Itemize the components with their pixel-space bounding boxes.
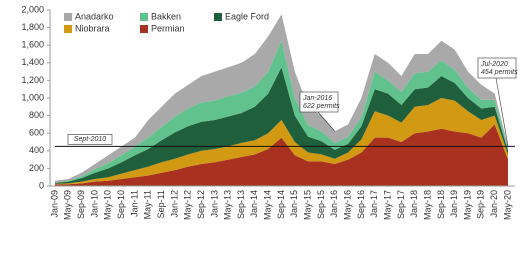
legend-label: Permian	[151, 23, 185, 33]
x-tick-label: Jan-17	[369, 190, 379, 218]
legend-swatch	[140, 13, 148, 21]
x-tick-label: Sep-19	[476, 190, 486, 219]
legend-swatch	[64, 25, 72, 33]
annotation: 622 permits	[303, 103, 340, 110]
x-tick-label: Jan-20	[489, 190, 499, 218]
annotation: Sept-2010	[74, 136, 106, 143]
y-tick-label: 200	[29, 163, 44, 173]
x-tick-label: May-11	[143, 190, 153, 219]
y-tick-label: 1,000	[21, 92, 44, 102]
x-tick-label: Jan-19	[449, 190, 459, 218]
x-tick-label: Sep-12	[196, 190, 206, 219]
x-tick-label: May-09	[63, 190, 73, 220]
x-tick-label: May-18	[422, 190, 432, 220]
x-tick-label: May-17	[382, 190, 392, 220]
x-tick-label: May-15	[303, 190, 313, 220]
x-tick-label: Sep-17	[396, 190, 406, 219]
area	[55, 98, 508, 185]
y-tick-label: 800	[29, 110, 44, 120]
annotation-leader	[495, 77, 509, 147]
x-tick-label: May-19	[462, 190, 472, 220]
x-tick-label: Jan-16	[329, 190, 339, 218]
annotation: 454 permits	[481, 69, 518, 76]
legend-label: Niobrara	[75, 23, 110, 33]
y-tick-label: 0	[39, 180, 44, 190]
x-tick-label: Jan-15	[289, 190, 299, 218]
legend-label: Bakken	[151, 11, 181, 21]
x-tick-label: Sep-14	[276, 190, 286, 219]
annotation-leader	[317, 111, 336, 132]
x-tick-label: May-16	[342, 190, 352, 220]
x-tick-label: May-10	[103, 190, 113, 220]
annotation-box	[477, 57, 517, 79]
annotation-box	[67, 134, 113, 145]
x-tick-label: Sep-10	[116, 190, 126, 219]
y-tick-label: 1,600	[21, 40, 44, 50]
x-tick-label: Sep-15	[316, 190, 326, 219]
annotation: Jan-2016	[302, 95, 332, 102]
area	[55, 40, 508, 183]
legend-label: Anadarko	[75, 11, 114, 21]
x-tick-label: Jan-10	[89, 190, 99, 218]
x-tick-label: Sep-13	[236, 190, 246, 219]
y-tick-label: 1,200	[21, 75, 44, 85]
area	[55, 67, 508, 184]
x-tick-label: Jan-14	[249, 190, 259, 218]
x-tick-label: Jan-09	[49, 190, 59, 218]
x-tick-label: May-12	[183, 190, 193, 220]
x-tick-label: Sep-11	[156, 190, 166, 218]
legend-label: Eagle Ford	[225, 11, 269, 21]
y-tick-label: 600	[29, 128, 44, 138]
x-tick-label: May-14	[263, 190, 273, 220]
x-tick-label: Jan-18	[409, 190, 419, 218]
x-tick-label: May-20	[502, 190, 512, 220]
x-tick-label: Sep-18	[436, 190, 446, 219]
y-tick-label: 2,000	[21, 4, 44, 14]
y-tick-label: 1,400	[21, 57, 44, 67]
legend-swatch	[140, 25, 148, 33]
x-tick-label: Jan-12	[169, 190, 179, 218]
annotation-box	[299, 91, 339, 113]
annotation: Jul-2020	[480, 61, 508, 68]
area	[55, 14, 508, 183]
x-tick-label: Jan-13	[209, 190, 219, 218]
x-tick-label: Sep-09	[76, 190, 86, 219]
x-tick-label: May-13	[223, 190, 233, 220]
x-tick-label: Jan-11	[129, 190, 139, 217]
legend-swatch	[64, 13, 72, 21]
y-tick-label: 1,800	[21, 22, 44, 32]
x-tick-label: Sep-16	[356, 190, 366, 219]
legend-swatch	[214, 13, 222, 21]
y-tick-label: 400	[29, 145, 44, 155]
